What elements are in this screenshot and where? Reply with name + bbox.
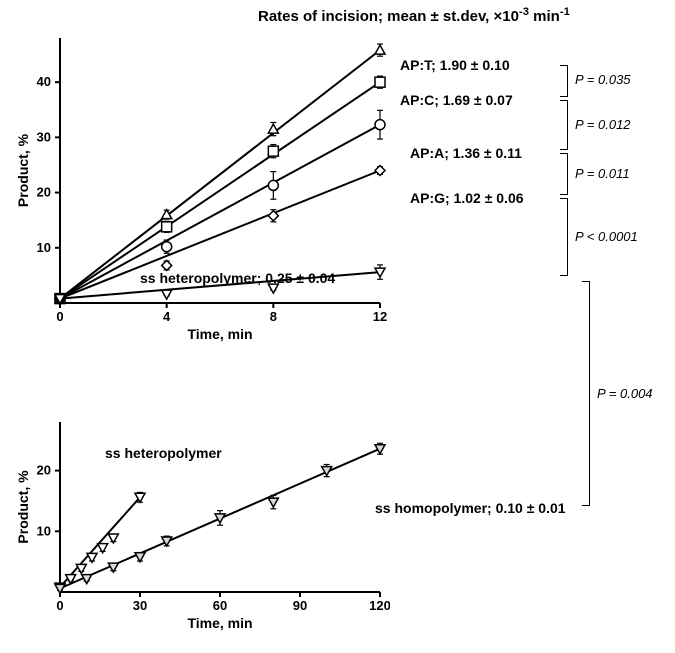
pval-5: P = 0.004 (597, 386, 653, 401)
bracket-1 (560, 65, 568, 97)
pval-3: P = 0.011 (575, 166, 630, 181)
series-label-apt: AP:T; 1.90 ± 0.10 (400, 57, 510, 73)
series-label-sshet: ss heteropolymer; 0.25 ± 0.04 (140, 270, 335, 286)
title-min: min (529, 8, 560, 25)
svg-text:10: 10 (37, 523, 51, 538)
title: Rates of incision; mean ± st.dev, ×10-3 … (258, 6, 570, 25)
svg-text:Time, min: Time, min (187, 615, 252, 631)
svg-text:30: 30 (133, 598, 147, 613)
top-chart: 10 20 30 40 0 4 8 12 Time, min Product, % (10, 30, 390, 360)
svg-text:4: 4 (163, 309, 171, 324)
svg-text:60: 60 (213, 598, 227, 613)
pval-1: P = 0.035 (575, 72, 631, 87)
bracket-2 (560, 100, 568, 150)
pval-4: P < 0.0001 (575, 229, 638, 244)
bottom-hetero-label: ss heteropolymer (105, 445, 222, 461)
series-label-apa: AP:A; 1.36 ± 0.11 (410, 145, 522, 161)
svg-text:Time, min: Time, min (187, 326, 252, 342)
svg-text:90: 90 (293, 598, 307, 613)
title-exp2: -1 (560, 6, 570, 18)
svg-text:10: 10 (37, 240, 51, 255)
svg-text:120: 120 (369, 598, 390, 613)
svg-text:Product, %: Product, % (15, 133, 31, 207)
svg-text:30: 30 (37, 129, 51, 144)
svg-text:Product, %: Product, % (15, 470, 31, 544)
svg-text:12: 12 (373, 309, 387, 324)
bottom-chart: 10 20 0 30 60 90 120 Time, min Product, % (10, 410, 390, 635)
series-label-apc: AP:C; 1.69 ± 0.07 (400, 92, 513, 108)
svg-text:8: 8 (270, 309, 277, 324)
bracket-5 (582, 281, 590, 506)
svg-text:0: 0 (56, 598, 63, 613)
series-label-apg: AP:G; 1.02 ± 0.06 (410, 190, 524, 206)
title-prefix: Rates of incision; mean ± st.dev, ×10 (258, 8, 519, 25)
svg-text:40: 40 (37, 74, 51, 89)
pval-2: P = 0.012 (575, 117, 631, 132)
series-label-sshom: ss homopolymer; 0.10 ± 0.01 (375, 500, 566, 516)
svg-text:0: 0 (56, 309, 63, 324)
title-exp1: -3 (519, 6, 529, 18)
svg-text:20: 20 (37, 463, 51, 478)
svg-text:20: 20 (37, 185, 51, 200)
bracket-3 (560, 153, 568, 195)
bracket-4 (560, 198, 568, 276)
